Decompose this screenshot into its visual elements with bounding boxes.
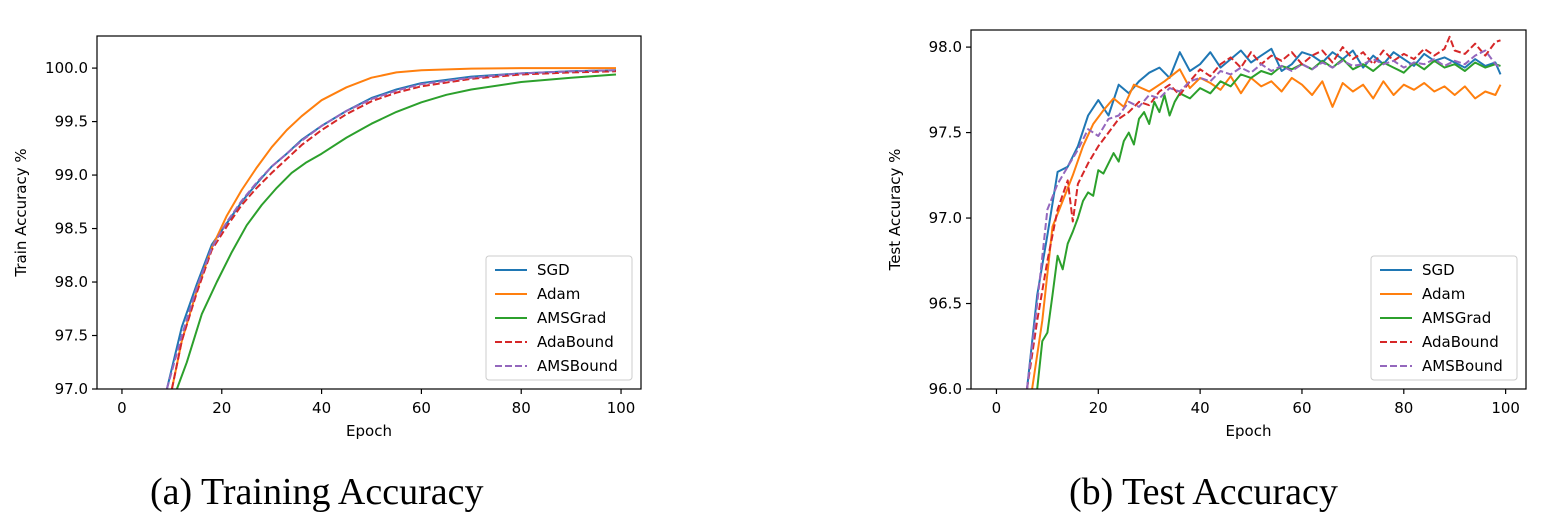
caption-training-accuracy: (a) Training Accuracy [150,471,484,513]
y-axis-label: Train Accuracy % [12,148,30,277]
x-tick-label: 20 [212,399,231,417]
y-tick-label: 98.5 [55,220,88,238]
caption-test-accuracy: (b) Test Accuracy [1069,471,1338,513]
figure-test-accuracy: 0 20 40 60 80 100 96.0 96.5 97.0 97.5 98.0 Epoch Tes… [770,0,1544,465]
legend-label: AdaBound [537,333,614,351]
series-line-adam [170,67,616,389]
y-tick-label: 100.0 [45,59,88,77]
series-line-amsbound [165,69,617,389]
series-line-sgd [165,69,617,389]
y-tick-label: 98.0 [55,273,88,291]
y-tick-label: 96.0 [929,380,962,398]
y-tick-label: 99.0 [55,166,88,184]
legend-label: AMSBound [537,357,618,375]
x-tick-label: 60 [412,399,431,417]
y-tick-label: 99.5 [55,113,88,131]
legend-label: Adam [1422,285,1465,303]
legend-label: SGD [537,261,570,279]
legend-label: AMSGrad [1422,309,1491,327]
x-tick-label: 100 [1491,399,1520,417]
x-tick-label: 0 [117,399,127,417]
legend-label: AMSBound [1422,357,1503,375]
plot-frame [970,29,1527,390]
y-tick-label: 97.0 [929,209,962,227]
y-tick-label: 96.5 [929,295,962,313]
x-tick-label: 40 [1191,399,1210,417]
legend-label: AdaBound [1422,333,1499,351]
x-tick-label: 100 [607,399,636,417]
x-axis-label: Epoch [346,422,392,440]
y-axis-label: Test Accuracy % [886,149,904,272]
y-tick-label: 97.5 [929,124,962,142]
training-accuracy-chart: 0 20 40 60 80 100 97.0 97.5 98.0 98.5 99.0 99.5 100.… [12,35,642,440]
series-line-amsgrad [175,73,617,389]
y-tick-label: 97.0 [55,380,88,398]
series-line-adam [1031,68,1502,389]
legend-label: Adam [537,285,580,303]
series-line-sgd [1026,47,1502,389]
x-tick-label: 60 [1292,399,1311,417]
legend-label: SGD [1422,261,1455,279]
series-line-amsgrad [1036,58,1501,389]
legend: SGD Adam AMSGrad AdaBound AMSBound [485,255,633,381]
x-tick-label: 80 [1394,399,1413,417]
x-tick-label: 80 [512,399,531,417]
legend: SGD Adam AMSGrad AdaBound AMSBound [1370,255,1518,381]
x-tick-label: 0 [992,399,1002,417]
plot-frame [96,35,642,390]
figure-training-accuracy: 0 20 40 60 80 100 97.0 97.5 98.0 98.5 99.0 99.5 100.… [0,0,770,465]
x-tick-label: 40 [312,399,331,417]
x-axis-label: Epoch [1226,422,1272,440]
test-accuracy-chart: 0 20 40 60 80 100 96.0 96.5 97.0 97.5 98.0 Epoch Tes… [886,29,1527,440]
x-tick-label: 20 [1089,399,1108,417]
y-tick-label: 97.5 [55,327,88,345]
y-tick-label: 98.0 [929,38,962,56]
legend-label: AMSGrad [537,309,606,327]
